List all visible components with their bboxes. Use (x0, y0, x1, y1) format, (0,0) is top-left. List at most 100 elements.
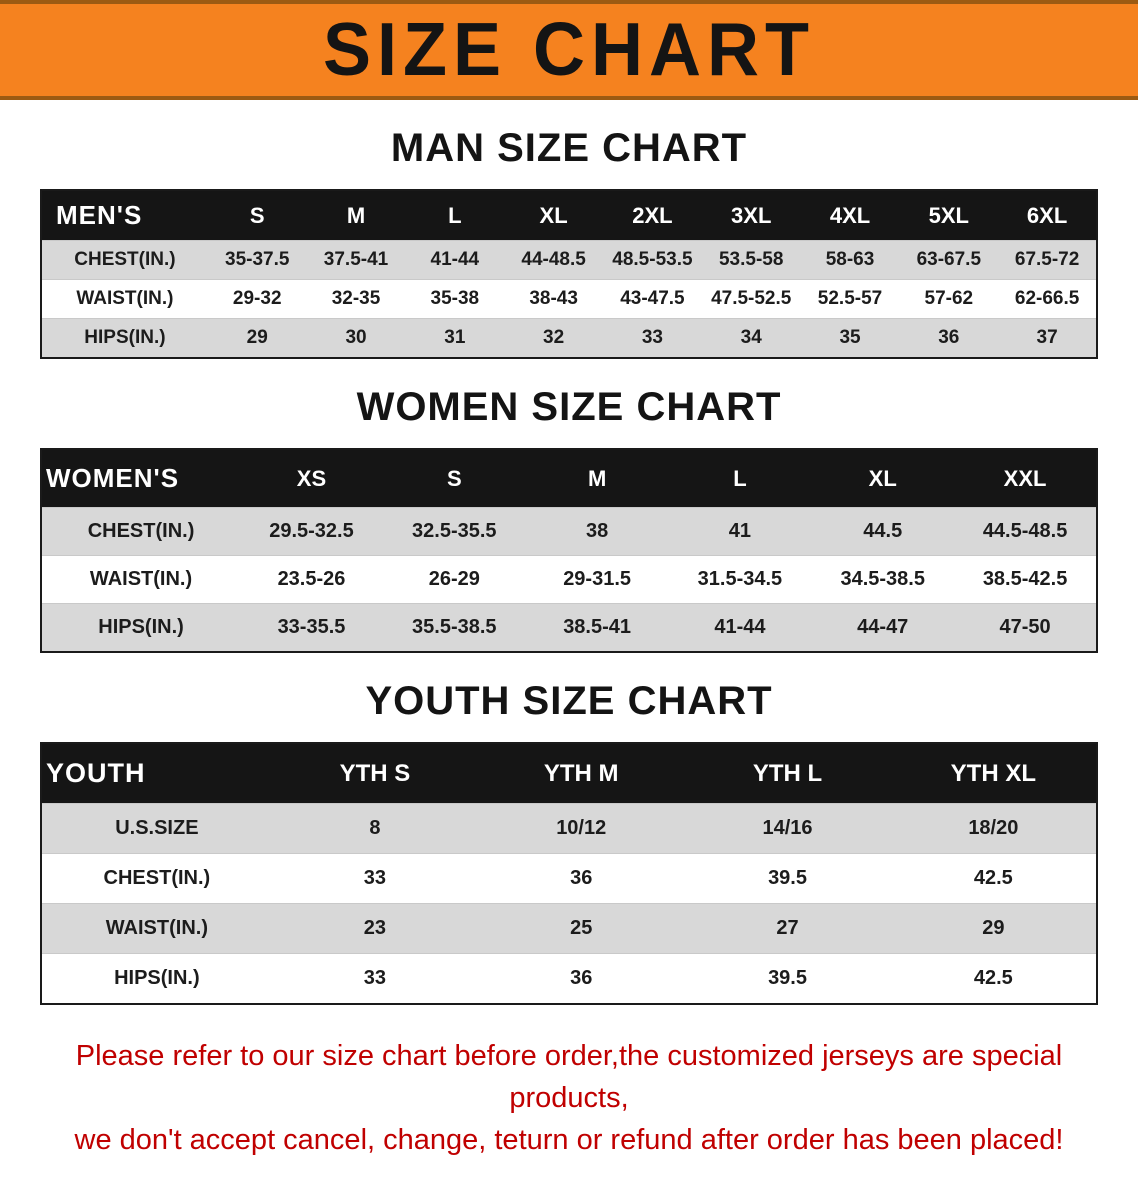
row-label: CHEST(IN.) (41, 507, 241, 556)
size-column-header: 3XL (701, 190, 801, 241)
size-column-header: YTH XL (890, 743, 1097, 804)
size-value: 42.5 (890, 853, 1097, 904)
women-section-heading: WOMEN SIZE CHART (356, 385, 782, 429)
size-value: 36 (899, 318, 999, 358)
size-column-header: YTH M (478, 743, 685, 804)
table-row: U.S.SIZE 8 10/12 14/16 18/20 (41, 803, 1097, 854)
page-title: SIZE CHART (323, 8, 815, 93)
row-label: HIPS(IN.) (41, 318, 208, 358)
row-label: CHEST(IN.) (41, 853, 272, 904)
size-value: 44.5-48.5 (954, 507, 1097, 556)
table-row: CHEST(IN.) 29.5-32.5 32.5-35.5 38 41 44.5 44.5… (41, 507, 1097, 556)
size-value: 41 (668, 507, 812, 556)
size-value: 33-35.5 (240, 603, 383, 652)
size-column-header: XL (811, 449, 955, 508)
size-value: 47.5-52.5 (701, 279, 801, 319)
size-value: 39.5 (684, 853, 891, 904)
size-value: 42.5 (890, 953, 1097, 1004)
size-value: 47-50 (954, 603, 1097, 652)
table-row: CHEST(IN.) 35-37.5 37.5-41 41-44 44-48.5 48.5… (41, 240, 1097, 280)
size-value: 29-32 (207, 279, 307, 319)
order-policy-notice: Please refer to our size chart before or… (16, 1035, 1122, 1161)
size-value: 44-48.5 (504, 240, 604, 280)
size-value: 58-63 (800, 240, 900, 280)
size-column-header: XS (240, 449, 383, 508)
size-value: 31 (405, 318, 505, 358)
women-size-section: WOMEN SIZE CHART WOMEN'S XS S M L XL XXL CHEST… (0, 385, 1138, 653)
size-column-header: S (207, 190, 307, 241)
size-column-header: L (405, 190, 505, 241)
size-column-header: L (668, 449, 812, 508)
table-header-row: YOUTH YTH S YTH M YTH L YTH XL (41, 743, 1097, 804)
table-row: WAIST(IN.) 23.5-26 26-29 29-31.5 31.5-34.5 34… (41, 555, 1097, 604)
size-value: 10/12 (478, 803, 685, 854)
row-label: WAIST(IN.) (41, 555, 241, 604)
size-column-header: YTH L (684, 743, 891, 804)
size-column-header: 6XL (998, 190, 1097, 241)
size-value: 53.5-58 (701, 240, 801, 280)
size-column-header: M (306, 190, 406, 241)
men-section-heading: MAN SIZE CHART (390, 126, 748, 170)
size-value: 62-66.5 (998, 279, 1097, 319)
size-value: 43-47.5 (603, 279, 702, 319)
size-value: 34 (701, 318, 801, 358)
size-value: 23.5-26 (240, 555, 383, 604)
table-row: HIPS(IN.) 29 30 31 32 33 34 35 36 37 (41, 318, 1097, 358)
row-label: WAIST(IN.) (41, 279, 208, 319)
size-value: 34.5-38.5 (811, 555, 955, 604)
size-value: 33 (271, 853, 479, 904)
size-value: 44.5 (811, 507, 955, 556)
men-size-section: MAN SIZE CHART MEN'S S M L XL 2XL 3XL 4XL 5XL 6XL… (0, 126, 1138, 359)
size-value: 31.5-34.5 (668, 555, 812, 604)
table-row: HIPS(IN.) 33 36 39.5 42.5 (41, 953, 1097, 1004)
size-value: 39.5 (684, 953, 891, 1004)
size-value: 48.5-53.5 (603, 240, 702, 280)
women-size-table: WOMEN'S XS S M L XL XXL CHEST(IN.) 29.5-32.5 32.… (40, 448, 1098, 653)
size-value: 38.5-41 (525, 603, 669, 652)
size-value: 33 (271, 953, 479, 1004)
size-value: 38 (525, 507, 669, 556)
size-value: 8 (271, 803, 479, 854)
table-header-row: MEN'S S M L XL 2XL 3XL 4XL 5XL 6XL (41, 190, 1097, 241)
size-value: 41-44 (405, 240, 505, 280)
size-value: 38-43 (504, 279, 604, 319)
size-column-header: YTH S (271, 743, 479, 804)
table-row: CHEST(IN.) 33 36 39.5 42.5 (41, 853, 1097, 904)
size-value: 37 (998, 318, 1097, 358)
size-value: 35 (800, 318, 900, 358)
size-value: 33 (603, 318, 702, 358)
size-value: 29.5-32.5 (240, 507, 383, 556)
size-value: 29 (207, 318, 307, 358)
row-label: U.S.SIZE (41, 803, 272, 854)
size-column-header: XXL (954, 449, 1097, 508)
size-value: 29 (890, 903, 1097, 954)
size-value: 32-35 (306, 279, 406, 319)
size-value: 32 (504, 318, 604, 358)
size-column-header: XL (504, 190, 604, 241)
row-label: HIPS(IN.) (41, 953, 272, 1004)
size-value: 36 (478, 953, 685, 1004)
size-value: 35.5-38.5 (382, 603, 526, 652)
size-value: 57-62 (899, 279, 999, 319)
size-value: 27 (684, 903, 891, 954)
size-value: 25 (478, 903, 685, 954)
size-column-header: 4XL (800, 190, 900, 241)
size-value: 63-67.5 (899, 240, 999, 280)
size-value: 44-47 (811, 603, 955, 652)
size-value: 18/20 (890, 803, 1097, 854)
youth-size-section: YOUTH SIZE CHART YOUTH YTH S YTH M YTH L YTH… (0, 679, 1138, 1005)
table-row: HIPS(IN.) 33-35.5 35.5-38.5 38.5-41 41-44 44-… (41, 603, 1097, 652)
size-value: 14/16 (684, 803, 891, 854)
men-size-table: MEN'S S M L XL 2XL 3XL 4XL 5XL 6XL CHEST(IN.) 35-3… (40, 189, 1098, 359)
size-value: 41-44 (668, 603, 812, 652)
table-header-row: WOMEN'S XS S M L XL XXL (41, 449, 1097, 508)
size-value: 38.5-42.5 (954, 555, 1097, 604)
size-value: 35-37.5 (207, 240, 307, 280)
size-value: 32.5-35.5 (382, 507, 526, 556)
youth-size-table: YOUTH YTH S YTH M YTH L YTH XL U.S.SIZE 8 10/1… (40, 742, 1098, 1005)
size-value: 30 (306, 318, 406, 358)
row-label: HIPS(IN.) (41, 603, 241, 652)
order-policy-line-1: Please refer to our size chart before or… (75, 1040, 1063, 1115)
size-value: 36 (478, 853, 685, 904)
